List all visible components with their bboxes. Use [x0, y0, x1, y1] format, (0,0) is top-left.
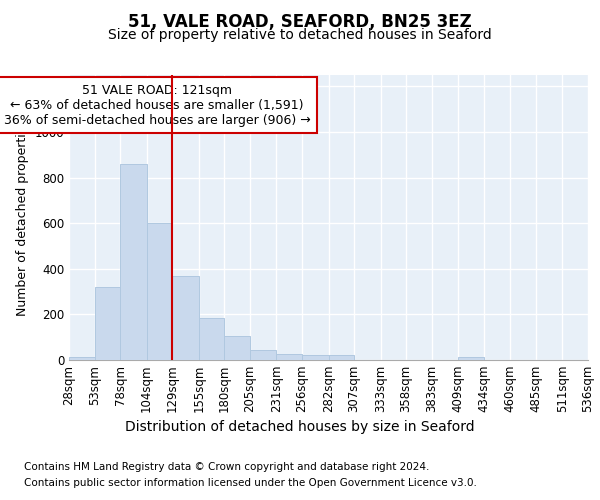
Bar: [329, 356, 354, 360]
Bar: [277, 354, 302, 360]
Text: 51, VALE ROAD, SEAFORD, BN25 3EZ: 51, VALE ROAD, SEAFORD, BN25 3EZ: [128, 12, 472, 30]
Bar: [302, 356, 329, 360]
Y-axis label: Number of detached properties: Number of detached properties: [16, 119, 29, 316]
Bar: [146, 223, 172, 360]
Bar: [120, 164, 146, 360]
Bar: [199, 318, 224, 360]
Text: Contains HM Land Registry data © Crown copyright and database right 2024.: Contains HM Land Registry data © Crown c…: [24, 462, 430, 472]
Text: Size of property relative to detached houses in Seaford: Size of property relative to detached ho…: [108, 28, 492, 42]
Bar: [250, 350, 277, 360]
Text: 51 VALE ROAD: 121sqm
← 63% of detached houses are smaller (1,591)
36% of semi-de: 51 VALE ROAD: 121sqm ← 63% of detached h…: [4, 84, 311, 126]
Bar: [458, 356, 484, 360]
Bar: [69, 356, 95, 360]
Bar: [172, 276, 199, 360]
Bar: [224, 336, 250, 360]
Text: Contains public sector information licensed under the Open Government Licence v3: Contains public sector information licen…: [24, 478, 477, 488]
Bar: [95, 287, 120, 360]
Text: Distribution of detached houses by size in Seaford: Distribution of detached houses by size …: [125, 420, 475, 434]
